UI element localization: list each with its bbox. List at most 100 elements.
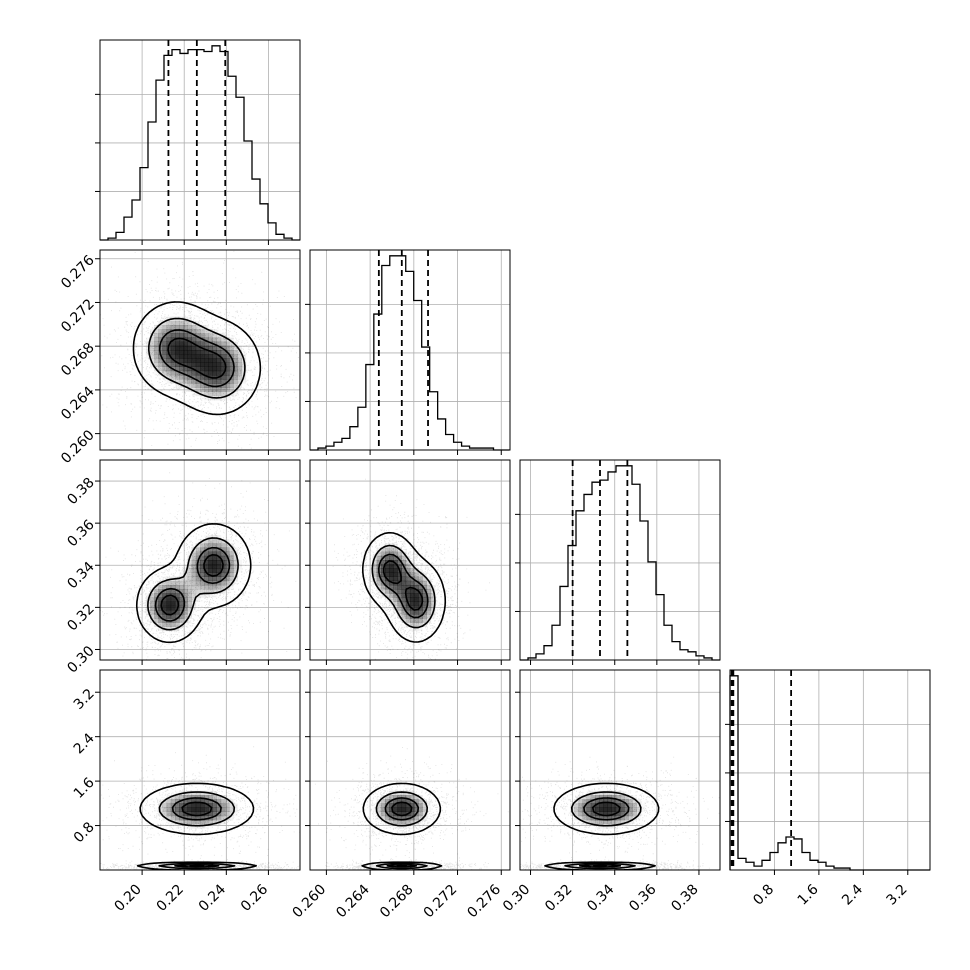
density-cell <box>187 807 192 812</box>
density-cell <box>158 807 163 812</box>
density-cell <box>183 345 188 351</box>
density-cell <box>212 370 217 376</box>
density-cell <box>195 341 201 347</box>
density-cell <box>170 589 176 594</box>
density-cell <box>628 799 633 804</box>
density-cell <box>393 807 398 812</box>
density-cell <box>393 803 398 808</box>
density-cell <box>624 815 629 821</box>
density-cell <box>195 354 201 359</box>
density-cell <box>397 820 402 825</box>
scatter-panel-1-2 <box>305 459 511 665</box>
density-cell <box>212 391 217 397</box>
density-cell <box>229 568 234 573</box>
density-cell <box>179 618 184 623</box>
density-cell <box>212 362 217 367</box>
density-cell <box>410 618 415 623</box>
density-cell <box>216 366 222 372</box>
density-cell <box>175 354 180 359</box>
density-cell <box>225 375 230 380</box>
density-cell <box>187 325 192 330</box>
density-cell <box>599 803 604 808</box>
density-cell <box>422 815 427 821</box>
density-cell <box>574 807 579 812</box>
density-cell <box>225 580 230 586</box>
density-cell <box>170 333 176 338</box>
density-cell <box>154 333 159 338</box>
density-cell <box>158 589 163 594</box>
density-cell <box>204 362 209 367</box>
x-tick-label: 0.30 <box>500 882 533 915</box>
density-cell <box>414 795 419 800</box>
density-cell <box>422 572 427 577</box>
density-cell <box>380 564 386 569</box>
density-cell <box>191 354 197 359</box>
density-cell <box>414 610 419 615</box>
density-cell <box>208 803 213 808</box>
density-cell <box>599 799 604 804</box>
density-cell <box>607 795 612 800</box>
density-cell <box>632 799 637 804</box>
density-cell <box>200 555 205 561</box>
density-cell <box>187 824 192 829</box>
density-cell <box>389 807 394 812</box>
density-cell <box>389 568 394 573</box>
scatter-points <box>100 472 297 660</box>
density-cell <box>200 547 205 552</box>
density-cell <box>426 589 432 594</box>
density-cell <box>208 560 213 565</box>
density-cell <box>376 585 382 590</box>
density-cell <box>380 811 386 817</box>
density-cell <box>208 370 213 376</box>
density-cell <box>154 358 159 363</box>
y-tick-label: 0.38 <box>64 475 97 508</box>
density-cell <box>179 811 184 817</box>
density-cell <box>578 799 583 804</box>
density-cell <box>212 560 217 565</box>
density-cell <box>220 379 226 384</box>
x-tick-label: 2.4 <box>839 881 866 908</box>
density-cell <box>607 803 612 808</box>
density-cell <box>220 354 226 359</box>
density-cell <box>376 811 382 817</box>
density-cell <box>376 807 382 812</box>
density-cell <box>212 589 217 594</box>
density-cell <box>195 803 201 808</box>
density-cell <box>195 572 201 577</box>
density-cell <box>225 811 230 817</box>
density-cell <box>225 576 230 582</box>
density-cell <box>208 379 213 384</box>
density-cell <box>636 799 642 804</box>
density-cell <box>191 379 197 384</box>
density-cell <box>187 576 192 582</box>
density-cell <box>216 564 222 569</box>
density-cell <box>166 622 172 627</box>
density-cell <box>225 354 230 359</box>
density-cell <box>200 564 205 569</box>
density-cell <box>195 815 201 821</box>
x-tick-label: 0.264 <box>333 881 373 921</box>
density-cell <box>393 564 398 569</box>
density-cell <box>410 811 415 817</box>
density-cell <box>410 564 415 569</box>
density-cell <box>195 366 201 372</box>
density-cell <box>418 622 423 627</box>
density-cell <box>212 576 217 582</box>
density-cell <box>179 585 184 590</box>
density-cell <box>183 375 188 380</box>
density-cell <box>204 572 209 577</box>
density-cell <box>162 605 167 611</box>
density-cell <box>212 811 217 817</box>
density-cell <box>611 799 617 804</box>
density-cell <box>191 358 197 363</box>
density-cell <box>401 560 407 565</box>
density-cell <box>187 341 192 347</box>
panel-frame <box>519 669 721 871</box>
density-cell <box>200 354 205 359</box>
density-cell <box>599 807 604 812</box>
density-cell <box>208 547 213 552</box>
density-cell <box>170 614 176 619</box>
density-cell <box>212 820 217 825</box>
density-cell <box>590 820 596 825</box>
density-cell <box>162 370 167 376</box>
